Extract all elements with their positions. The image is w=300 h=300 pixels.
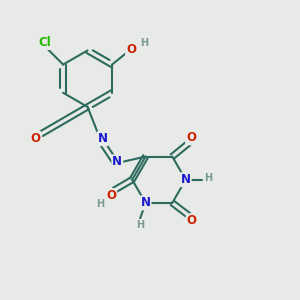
Text: Cl: Cl [38, 36, 51, 49]
Text: O: O [187, 214, 196, 227]
Text: O: O [30, 132, 40, 145]
Text: H: H [96, 200, 104, 209]
Text: O: O [126, 43, 136, 56]
Text: H: H [140, 38, 148, 48]
Text: N: N [112, 155, 122, 168]
Text: O: O [186, 131, 196, 144]
Text: H: H [136, 220, 144, 230]
Text: N: N [98, 132, 107, 145]
Text: H: H [205, 173, 213, 183]
Text: N: N [140, 196, 151, 209]
Text: O: O [106, 189, 116, 202]
Text: N: N [181, 173, 191, 186]
